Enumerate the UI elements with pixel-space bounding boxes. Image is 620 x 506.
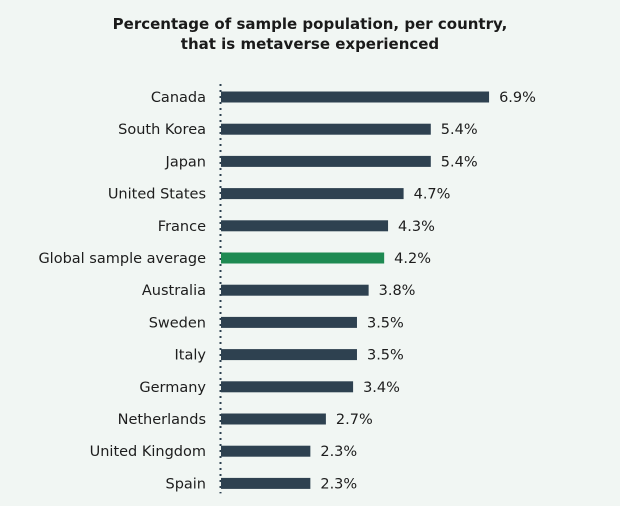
value-label: 3.5% [367,348,404,364]
bar [221,155,431,167]
bar [221,349,357,361]
value-label: 2.3% [320,476,357,492]
category-label: Sweden [149,315,206,331]
value-label: 4.3% [398,219,435,235]
value-label: 2.3% [320,444,357,460]
bar [221,188,404,200]
category-label: United Kingdom [90,444,206,460]
category-label: Italy [175,348,207,364]
category-label: Global sample average [38,251,206,267]
bar [221,413,326,425]
value-label: 4.7% [414,187,451,203]
category-label: Australia [142,283,206,299]
bar [221,316,357,328]
category-label: Canada [151,90,206,106]
category-label: Netherlands [118,412,206,428]
bar-highlight [221,252,385,264]
category-label: South Korea [118,122,206,138]
category-label: United States [108,187,206,203]
category-label: Japan [165,154,206,170]
value-label: 4.2% [394,251,431,267]
value-label: 5.4% [441,154,478,170]
chart-title-line-1: Percentage of sample population, per cou… [112,15,508,33]
value-label: 2.7% [336,412,373,428]
bar [221,284,369,296]
category-label: France [158,219,206,235]
value-label: 3.8% [379,283,416,299]
chart-title-line-2: that is metaverse experienced [180,35,440,53]
bar [221,477,311,489]
bar [221,91,490,103]
bar [221,220,389,232]
value-label: 6.9% [499,90,536,106]
chart-title: Percentage of sample population, per cou… [0,14,620,54]
bar [221,381,354,393]
value-label: 5.4% [441,122,478,138]
category-label: Germany [139,380,206,396]
bar [221,445,311,457]
category-label: Spain [165,476,206,492]
value-label: 3.4% [363,380,400,396]
bar [221,123,431,135]
value-label: 3.5% [367,315,404,331]
